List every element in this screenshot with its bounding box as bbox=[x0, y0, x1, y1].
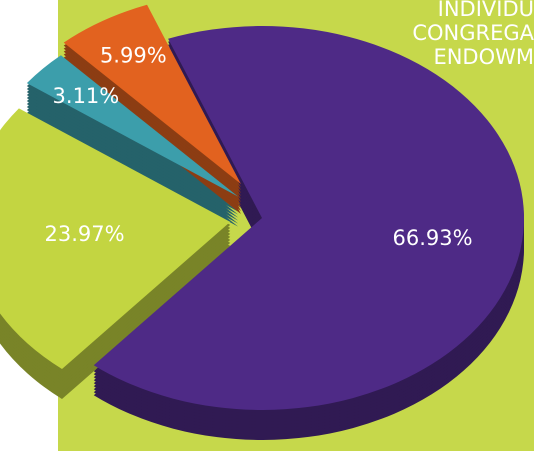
annotation: ENDOWM bbox=[433, 45, 534, 69]
slice bbox=[93, 25, 524, 410]
value-label: 66.93% bbox=[393, 226, 473, 250]
value-label: 23.97% bbox=[45, 222, 125, 246]
slice bbox=[26, 55, 239, 197]
value-label: 3.11% bbox=[53, 84, 120, 108]
annotation: CONGREGA bbox=[412, 21, 534, 45]
value-label: 5.99% bbox=[100, 44, 167, 68]
annotation: INDIVIDU bbox=[438, 0, 534, 21]
slice bbox=[0, 108, 231, 370]
slice bbox=[63, 4, 241, 184]
